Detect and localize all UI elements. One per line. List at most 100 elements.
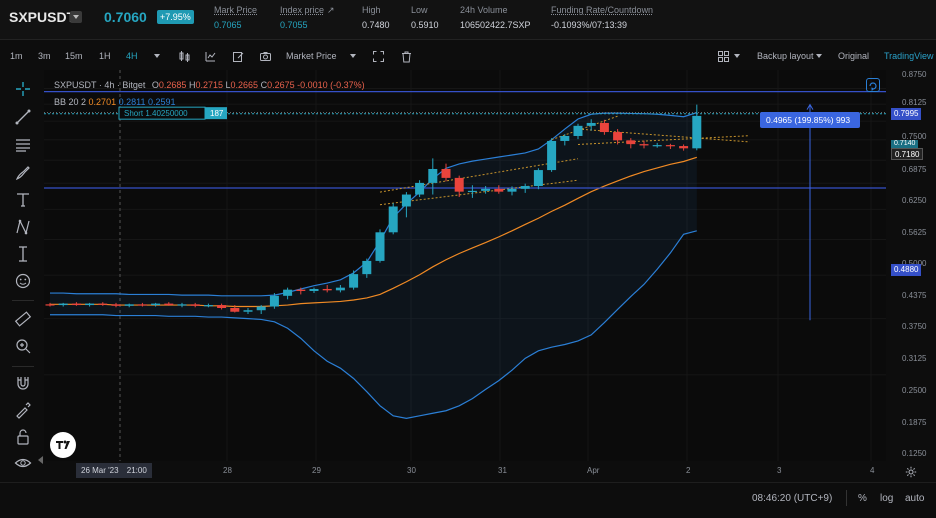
lock-icon[interactable] [14,428,32,446]
timeframe-1m[interactable]: 1m [10,51,23,61]
candle-up [388,206,398,233]
backup-layout-select[interactable]: Backup layout [757,51,814,61]
trend-line-icon[interactable] [14,108,32,126]
lock-drawing-pen-icon[interactable] [14,401,32,419]
chart-pane[interactable] [44,70,886,461]
candle-up [573,125,583,136]
candle-up [652,145,662,147]
layout-grid-icon[interactable] [717,50,730,63]
bb-lower-value: 0.2591 [147,97,176,107]
candle-down [137,304,147,306]
candle-up [256,306,266,311]
candle-down [45,304,55,306]
time-axis[interactable] [44,461,936,481]
axis-settings-gear-icon[interactable] [905,465,917,478]
price-type-chevron-icon[interactable] [350,54,356,58]
horizontal-lines-icon[interactable] [14,136,32,154]
time-tick: Apr [587,466,600,475]
tradingview-logo[interactable] [50,432,76,458]
price-tick: 0.7500 [902,132,927,141]
timeframe-3m[interactable]: 3m [38,51,51,61]
trend-line-upper-1 [379,158,579,193]
bb-upper-line [50,112,697,297]
price-tick: 0.8125 [902,98,927,107]
crosshair-icon[interactable] [14,80,32,98]
eye-chevron-icon[interactable] [38,456,43,464]
pattern-tool-icon[interactable] [14,218,32,236]
stat-low-label: Low [411,5,428,15]
text-tool-icon[interactable] [14,191,32,209]
bb-upper-value: 0.2811 [118,97,146,107]
brush-icon[interactable] [14,164,32,182]
legend-title[interactable]: SXPUSDT · 4h · Bitget [54,80,146,90]
emoji-icon[interactable] [14,272,32,290]
auto-toggle[interactable]: auto [905,493,925,504]
measure-tool-icon[interactable] [14,245,32,263]
candle-down [230,308,240,312]
price-tick: 0.1250 [902,449,927,458]
annotations: Short 1.40250000 187 0.4965 (199.85%) 993 [118,103,860,321]
time-tick: 3 [777,466,782,475]
price-chart[interactable]: Short 1.40250000 187 0.4965 (199.85%) 993 [44,70,886,461]
timeframe-more-chevron-icon[interactable] [154,54,160,58]
symbol-name[interactable]: SXPUSDT [9,9,76,25]
zoom-in-icon[interactable] [14,337,32,355]
stat-index-price-label[interactable]: Index price [280,5,325,15]
fullscreen-icon[interactable] [372,50,385,63]
candle-up [481,188,491,191]
last-price: 0.7060 [104,9,147,25]
upper-level-price-label: 0.7995 [891,108,922,120]
legend-h-label: H [188,80,196,90]
short-qty-label: 187 [210,109,224,118]
candle-down [98,303,108,305]
backup-layout-chevron-icon[interactable] [816,54,822,58]
legend-o-label: O [151,80,159,90]
candle-down [626,140,636,145]
ruler-icon[interactable] [14,310,32,328]
candle-type-icon[interactable] [178,50,191,63]
candle-up [692,115,702,149]
time-tick: 28 [223,466,232,475]
candle-up [309,288,319,292]
candle-up [507,188,517,192]
delete-icon[interactable] [400,50,413,63]
short-qty-box [205,107,227,120]
view-original-button[interactable]: Original [838,51,870,61]
time-tick: 29 [312,466,321,475]
layout-chevron-icon[interactable] [734,54,740,58]
external-link-icon[interactable]: ↗ [327,5,335,15]
magnet-icon[interactable] [14,374,32,392]
timeframe-15m[interactable]: 15m [65,51,83,61]
timeframe-4h[interactable]: 4H [126,51,138,61]
chart-toolbar: 1m 3m 15m 1H 4H Market Price Backup layo… [0,44,936,70]
current-price-label: 0.7180 [891,148,924,160]
eye-icon[interactable] [14,454,32,472]
chart-settings-icon[interactable] [866,78,880,92]
time-tick: 2 [686,466,691,475]
toolbar-divider [12,366,34,367]
bb-legend-label[interactable]: BB 20 2 [54,97,87,107]
stat-mark-price-value: 0.7065 [214,20,242,30]
camera-icon[interactable] [259,50,272,63]
view-tradingview-button[interactable]: TradingView [884,51,934,61]
candle-up [177,304,187,306]
percent-toggle[interactable]: % [858,493,867,504]
edit-icon[interactable] [232,50,245,63]
price-tick: 0.6250 [902,196,927,205]
candle-down [639,144,649,146]
legend-c-label: C [260,80,268,90]
price-type-select[interactable]: Market Price [286,51,337,61]
candle-down [665,145,675,147]
timeframe-1h[interactable]: 1H [99,51,111,61]
stat-funding-value: -0.1093%/07:13:39 [551,20,628,30]
log-toggle[interactable]: log [880,493,894,504]
symbol-dropdown-icon[interactable] [70,11,82,23]
crosshair-time-label: 26 Mar '23 21:00 [76,463,152,478]
clock[interactable]: 08:46:20 (UTC+9) [752,493,833,504]
legend-low: 0.2665 [230,80,259,90]
bollinger-fill [50,112,697,419]
indicators-icon[interactable] [204,50,217,63]
price-tick: 0.2500 [902,386,927,395]
short-position-label: Short 1.40250000 [124,109,188,118]
price-tick: 0.1875 [902,418,927,427]
